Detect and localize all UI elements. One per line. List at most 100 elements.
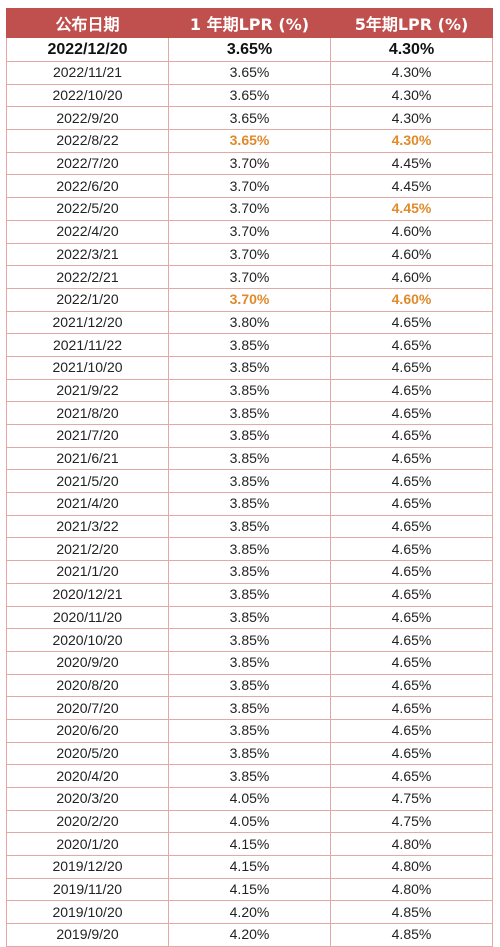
table-row: 2021/8/20 3.85% 4.65% [6, 401, 493, 425]
date-cell: 2021/1/20 [6, 560, 169, 584]
date-cell: 2019/11/20 [6, 877, 169, 902]
table-row: 2020/10/20 3.85% 4.65% [6, 628, 493, 652]
table-row: 2019/11/20 4.15% 4.80% [6, 877, 493, 902]
header-row: 公布日期 1 年期LPR (%) 5年期LPR (%) [6, 8, 493, 38]
lpr-1y-cell: 4.15% [168, 877, 331, 902]
lpr-1y-cell: 4.05% [168, 787, 331, 811]
date-cell: 2020/6/20 [6, 718, 169, 743]
table-row: 2019/12/20 4.15% 4.80% [6, 855, 493, 879]
table-row: 2022/7/20 3.70% 4.45% [6, 151, 493, 176]
lpr-5y-cell: 4.65% [330, 628, 493, 652]
date-cell: 2022/10/20 [6, 83, 169, 108]
lpr-1y-cell: 3.85% [168, 628, 331, 652]
date-cell: 2021/5/20 [6, 469, 169, 494]
date-cell: 2022/1/20 [6, 287, 169, 312]
table-row: 2021/1/20 3.85% 4.65% [6, 560, 493, 584]
table-row: 2022/3/21 3.70% 4.60% [6, 242, 493, 267]
lpr-1y-cell: 3.85% [168, 492, 331, 516]
lpr-5y-cell: 4.65% [330, 492, 493, 516]
date-cell: 2021/10/20 [6, 355, 169, 380]
date-cell: 2020/12/21 [6, 582, 169, 607]
lpr-5y-cell: 4.65% [330, 333, 493, 357]
table-row: 2021/4/20 3.85% 4.65% [6, 492, 493, 516]
lpr-5y-cell: 4.65% [330, 718, 493, 743]
lpr-1y-cell: 3.85% [168, 741, 331, 766]
date-cell: 2021/9/22 [6, 378, 169, 403]
lpr-5y-cell: 4.60% [330, 265, 493, 289]
date-cell: 2021/8/20 [6, 401, 169, 425]
table-row: 2020/3/20 4.05% 4.75% [6, 787, 493, 811]
lpr-5y-cell: 4.65% [330, 378, 493, 403]
date-cell: 2020/8/20 [6, 673, 169, 698]
lpr-5y-cell: 4.60% [330, 242, 493, 267]
date-cell: 2021/6/21 [6, 446, 169, 471]
table-row: 2021/3/22 3.85% 4.65% [6, 514, 493, 539]
lpr-5y-cell: 4.30% [330, 129, 493, 153]
table-row: 2021/11/22 3.85% 4.65% [6, 333, 493, 357]
lpr-5y-cell: 4.75% [330, 787, 493, 811]
date-cell: 2021/11/22 [6, 333, 169, 357]
lpr-5y-cell: 4.30% [330, 83, 493, 108]
table-row: 2020/7/20 3.85% 4.65% [6, 696, 493, 720]
lpr-5y-cell: 4.85% [330, 923, 493, 947]
date-cell: 2020/2/20 [6, 809, 169, 834]
lpr-5y-cell: 4.65% [330, 446, 493, 471]
lpr-5y-cell: 4.65% [330, 560, 493, 584]
lpr-1y-cell: 3.65% [168, 129, 331, 153]
lpr-1y-cell: 3.80% [168, 310, 331, 335]
table-row: 2020/12/21 3.85% 4.65% [6, 582, 493, 607]
table-row: 2022/2/21 3.70% 4.60% [6, 265, 493, 289]
lpr-5y-cell: 4.75% [330, 809, 493, 834]
table-row: 2021/5/20 3.85% 4.65% [6, 469, 493, 494]
lpr-1y-cell: 3.85% [168, 560, 331, 584]
lpr-1y-cell: 3.85% [168, 469, 331, 494]
table-row: 2020/6/20 3.85% 4.65% [6, 718, 493, 743]
lpr-5y-cell: 4.65% [330, 764, 493, 788]
lpr-1y-cell: 4.15% [168, 832, 331, 857]
date-cell: 2021/2/20 [6, 537, 169, 562]
lpr-1y-cell: 3.85% [168, 537, 331, 562]
lpr-1y-cell: 3.85% [168, 605, 331, 630]
table-row: 2019/9/20 4.20% 4.85% [6, 923, 493, 947]
lpr-5y-cell: 4.45% [330, 174, 493, 199]
table-row: 2022/10/20 3.65% 4.30% [6, 83, 493, 108]
table-row: 2021/10/20 3.85% 4.65% [6, 355, 493, 380]
lpr-1y-cell: 3.70% [168, 265, 331, 289]
lpr-1y-cell: 3.70% [168, 151, 331, 176]
table-row: 2020/1/20 4.15% 4.80% [6, 832, 493, 857]
table-row: 2022/9/20 3.65% 4.30% [6, 106, 493, 131]
date-cell: 2019/9/20 [6, 923, 169, 947]
lpr-1y-cell: 3.70% [168, 287, 331, 312]
lpr-1y-cell: 3.85% [168, 424, 331, 448]
lpr-5y-cell: 4.65% [330, 650, 493, 675]
lpr-5y-cell: 4.45% [330, 151, 493, 176]
date-cell: 2021/3/22 [6, 514, 169, 539]
date-cell: 2020/9/20 [6, 650, 169, 675]
lpr-1y-cell: 3.85% [168, 446, 331, 471]
lpr-1y-cell: 3.65% [168, 61, 331, 85]
lpr-5y-cell: 4.80% [330, 855, 493, 879]
lpr-1y-cell: 3.85% [168, 378, 331, 403]
header-lpr-1y: 1 年期LPR (%) [168, 8, 331, 38]
table-row: 2020/2/20 4.05% 4.75% [6, 809, 493, 834]
table-row: 2021/7/20 3.85% 4.65% [6, 424, 493, 448]
lpr-5y-cell: 4.65% [330, 401, 493, 425]
lpr-1y-cell: 3.85% [168, 673, 331, 698]
lpr-5y-cell: 4.85% [330, 900, 493, 925]
lpr-5y-cell: 4.30% [330, 37, 493, 62]
table-row: 2019/10/20 4.20% 4.85% [6, 900, 493, 925]
lpr-1y-cell: 3.85% [168, 401, 331, 425]
table-body: 2022/12/20 3.65% 4.30% 2022/11/21 3.65% 4.30%… [6, 37, 493, 947]
lpr-1y-cell: 3.70% [168, 242, 331, 267]
lpr-5y-cell: 4.60% [330, 219, 493, 244]
lpr-1y-cell: 3.65% [168, 106, 331, 131]
table-row: 2022/8/22 3.65% 4.30% [6, 129, 493, 153]
table-row: 2020/5/20 3.85% 4.65% [6, 741, 493, 766]
date-cell: 2020/11/20 [6, 605, 169, 630]
date-cell: 2021/12/20 [6, 310, 169, 335]
table-row: 2021/2/20 3.85% 4.65% [6, 537, 493, 562]
table-row: 2022/1/20 3.70% 4.60% [6, 287, 493, 312]
table-row: 2021/9/22 3.85% 4.65% [6, 378, 493, 403]
lpr-5y-cell: 4.65% [330, 355, 493, 380]
date-cell: 2020/7/20 [6, 696, 169, 720]
